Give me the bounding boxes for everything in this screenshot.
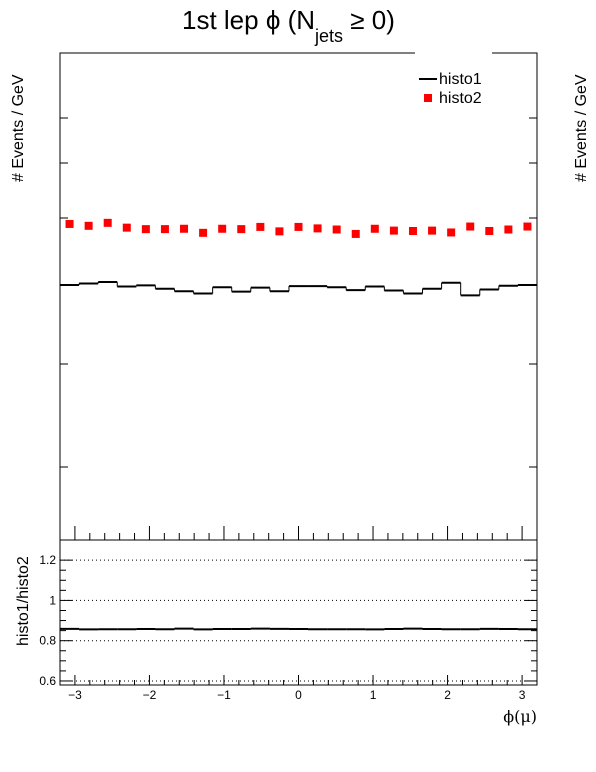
ratio-y-tick-label: 1	[49, 593, 56, 607]
histo2-marker	[103, 218, 112, 227]
legend-histo2-marker	[424, 94, 432, 102]
ratio-x-tick-label: −3	[68, 688, 82, 702]
ratio-frame	[59, 539, 538, 686]
upper-axis-ticks	[59, 52, 538, 540]
histo2-marker	[218, 224, 227, 233]
legend: histo1 histo2	[415, 50, 492, 108]
ratio-x-tick-label: −1	[217, 688, 231, 702]
ratio-y-tick-label: 1.2	[39, 553, 56, 567]
histo2-marker	[313, 224, 322, 233]
upper-panel	[59, 52, 538, 541]
histo2-marker	[504, 225, 513, 234]
ratio-x-tick-label: 3	[519, 688, 526, 702]
ratio-panel: 0.6 0.8 1 1.2 −3 −2 −1 0 1 2 3	[39, 539, 538, 702]
histo2-marker	[428, 226, 437, 235]
ratio-y-tick-label: 0.8	[39, 634, 56, 648]
histo2-marker	[294, 222, 303, 231]
right-y-axis-label: # Events / GeV	[573, 74, 590, 182]
ratio-y-tick-label: 0.6	[39, 674, 56, 688]
histo2-marker	[389, 226, 398, 235]
histo2-marker	[199, 228, 208, 237]
chart-title: 1st lep ϕ (Njets ≥ 0)	[182, 5, 395, 46]
histo2-marker	[351, 229, 360, 238]
histo2-marker	[275, 227, 284, 236]
histo2-marker	[466, 222, 475, 231]
ratio-series	[60, 627, 537, 631]
histo2-marker	[332, 225, 341, 234]
histo2-marker	[256, 222, 265, 231]
legend-histo1-label: histo1	[439, 71, 482, 88]
histo2-marker	[65, 219, 74, 228]
histo2-marker	[160, 225, 169, 234]
ratio-x-tick-label: 2	[444, 688, 451, 702]
histo2-marker	[370, 224, 379, 233]
ratio-x-tick-label: −2	[143, 688, 157, 702]
upper-series	[60, 218, 537, 297]
upper-y-axis-label: # Events / GeV	[10, 74, 27, 182]
histo2-marker	[84, 221, 93, 230]
ratio-x-tick-label: 1	[370, 688, 377, 702]
histo2-marker	[408, 226, 417, 235]
x-axis-label: ϕ(μ)	[503, 707, 537, 726]
ratio-y-tick-labels: 0.6 0.8 1 1.2	[39, 553, 56, 688]
legend-histo2-label: histo2	[439, 90, 482, 107]
histo2-marker	[180, 224, 189, 233]
ratio-grid	[60, 559, 537, 682]
histo2-marker	[447, 228, 456, 237]
histo2-marker	[523, 222, 532, 231]
histo2-marker	[122, 223, 131, 232]
ratio-x-tick-label: 0	[295, 688, 302, 702]
upper-frame	[59, 52, 538, 541]
histo2-marker	[485, 226, 494, 235]
ratio-axis-ticks	[59, 559, 538, 685]
ratio-x-tick-labels: −3 −2 −1 0 1 2 3	[68, 688, 526, 702]
ratio-y-axis-label: histo1/histo2	[15, 556, 32, 646]
histo2-marker	[141, 225, 150, 234]
histo2-marker	[237, 225, 246, 234]
